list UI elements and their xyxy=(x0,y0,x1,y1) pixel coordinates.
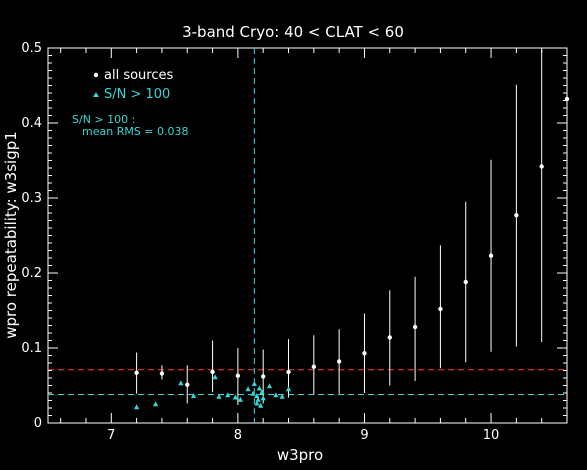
y-tick-label: 0.1 xyxy=(21,341,42,356)
data-point-all-sources xyxy=(488,253,494,258)
data-point-all-sources xyxy=(438,306,443,312)
data-point-all-sources xyxy=(185,382,190,387)
legend-label-sn: S/N > 100 xyxy=(104,87,170,102)
data-point-sn xyxy=(254,400,260,406)
legend-dot-marker xyxy=(93,72,99,78)
data-point-sn xyxy=(254,393,260,398)
data-point-sn xyxy=(256,385,262,391)
data-point-all-sources xyxy=(210,369,215,375)
data-point-all-sources xyxy=(235,373,241,378)
data-point-all-sources xyxy=(260,374,266,379)
series-sn-over-100 xyxy=(134,374,292,410)
y-tick-label: 0.5 xyxy=(21,41,42,56)
data-point-all-sources xyxy=(463,279,468,285)
y-tick-label: 0.4 xyxy=(21,116,42,131)
data-point-sn xyxy=(212,374,218,380)
data-point-sn xyxy=(232,394,238,400)
legend-label-all-sources: all sources xyxy=(104,68,173,83)
x-axis-label: w3pro xyxy=(277,446,323,464)
legend: all sources S/N > 100 xyxy=(93,68,173,102)
x-tick-label: 9 xyxy=(360,428,368,443)
x-axis: 7 8 9 10 xyxy=(60,48,568,443)
x-tick-label: 8 xyxy=(234,428,242,443)
data-point-all-sources xyxy=(311,364,317,369)
data-point-all-sources xyxy=(564,96,570,102)
legend-triangle-marker xyxy=(93,92,99,97)
data-point-sn xyxy=(285,386,292,392)
data-point-all-sources xyxy=(387,335,392,340)
data-point-sn xyxy=(225,392,231,398)
series-all-sources xyxy=(134,48,570,405)
y-tick-label: 0.2 xyxy=(21,266,42,281)
y-axis-label: wpro repeatability: w3sigp1 xyxy=(2,131,20,339)
data-point-sn xyxy=(259,389,265,395)
data-point-sn xyxy=(237,396,244,402)
data-point-sn xyxy=(250,390,256,396)
data-point-sn xyxy=(255,396,261,402)
reference-lines xyxy=(48,48,567,423)
data-point-sn xyxy=(134,404,140,410)
annotation-line-1: S/N > 100 : xyxy=(72,113,135,126)
data-point-sn xyxy=(279,393,285,399)
annotation-line-2: mean RMS = 0.038 xyxy=(82,125,189,138)
data-point-sn xyxy=(178,380,184,386)
data-point-sn xyxy=(273,392,279,398)
data-point-sn xyxy=(251,381,257,386)
data-point-all-sources xyxy=(412,324,418,330)
y-tick-label: 0.3 xyxy=(21,191,42,206)
data-point-all-sources xyxy=(286,369,291,375)
data-point-sn xyxy=(266,383,273,389)
data-point-all-sources xyxy=(134,370,139,375)
chart-title: 3-band Cryo: 40 < CLAT < 60 xyxy=(182,23,404,41)
data-point-all-sources xyxy=(159,371,165,376)
data-point-all-sources xyxy=(514,213,519,218)
data-point-all-sources xyxy=(362,351,367,356)
data-point-sn xyxy=(245,386,251,392)
data-point-all-sources xyxy=(336,359,342,364)
y-axis: 0 0.1 0.2 0.3 0.4 0.5 xyxy=(21,41,567,431)
x-tick-label: 10 xyxy=(483,428,500,443)
data-point-sn xyxy=(216,393,222,399)
data-point-all-sources xyxy=(539,164,544,169)
data-point-sn xyxy=(258,402,264,408)
data-point-sn xyxy=(260,395,266,401)
data-point-sn xyxy=(152,401,159,407)
y-tick-label: 0 xyxy=(34,416,42,431)
x-tick-label: 7 xyxy=(107,428,115,443)
data-point-sn xyxy=(190,393,197,398)
